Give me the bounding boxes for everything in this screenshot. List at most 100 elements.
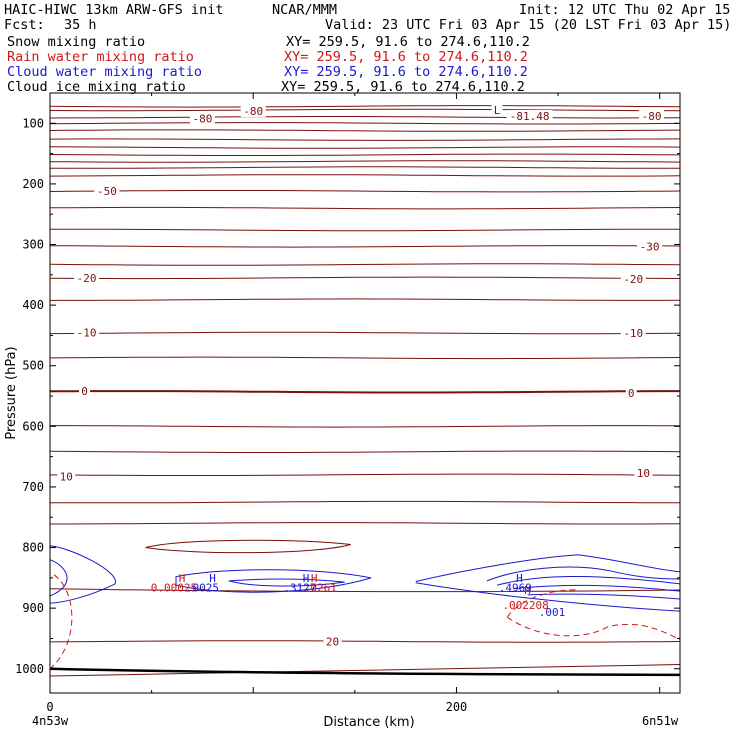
y-tick-label: 300: [22, 238, 44, 252]
isotherm: [49, 206, 681, 210]
x-axis-title: Distance (km): [323, 715, 414, 730]
y-tick-label: 100: [22, 116, 44, 130]
temperature-label: -20: [623, 273, 643, 286]
isotherm: [50, 522, 681, 525]
temperature-label: -50: [97, 185, 117, 198]
temperature-label: -30: [640, 240, 660, 253]
isotherm: [49, 122, 681, 125]
forecast-label: Fcst:: [4, 17, 45, 33]
x-tick-label: 0: [46, 700, 53, 714]
isotherm: [49, 138, 681, 141]
rain-water-contour: [506, 616, 681, 641]
isotherm: [49, 588, 681, 593]
rain-water-contours: [49, 574, 681, 670]
cloud-water-contour: [175, 569, 372, 593]
isotherm: [50, 298, 681, 301]
label-bg: [620, 273, 646, 286]
isotherm: [49, 108, 681, 112]
isotherm: [49, 276, 681, 280]
y-tick-label: 200: [22, 177, 44, 191]
label-bg: [637, 240, 663, 253]
y-tick-label: 500: [22, 359, 44, 373]
y-tick-label: 400: [22, 298, 44, 312]
model-title: HAIC-HIWC 13km ARW-GFS init: [4, 2, 224, 18]
isotherm: [49, 356, 681, 360]
isotherm: [49, 190, 681, 193]
isotherm: [49, 166, 680, 169]
isotherm: [49, 664, 681, 677]
maximum-label: H: [516, 572, 523, 585]
cloud-water-contour: [49, 545, 116, 604]
temperature-label: 10: [60, 471, 73, 484]
maximum-label: .0025: [186, 582, 219, 595]
cloud-water-contours: [49, 545, 681, 612]
temperature-contours: [49, 105, 681, 677]
maximum-label: 0.00025: [151, 582, 197, 595]
right-endpoint-label: 6n51w: [642, 714, 679, 728]
surface-line: [49, 667, 681, 677]
rain-water-contour: [49, 574, 73, 670]
field-snow-name: Snow mixing ratio: [7, 34, 146, 50]
label-bg: [189, 112, 215, 125]
temperature-label: -80: [192, 112, 212, 125]
field-cloudwater-name: Cloud water mixing ratio: [7, 64, 203, 80]
valid-time: Valid: 23 UTC Fri 03 Apr 15 (20 LST Fri …: [325, 17, 732, 33]
label-bg: [620, 327, 646, 339]
maximum-label: .001: [539, 606, 566, 619]
ground-surface: [49, 667, 681, 677]
isotherm: [49, 174, 681, 177]
field-rain-xy: XY= 259.5, 91.6 to 274.6,110.2: [284, 49, 528, 65]
label-bg: [74, 326, 100, 339]
cloud-water-contour: [49, 559, 68, 597]
temperature-label: -80: [243, 105, 263, 118]
forecast-hour: 35 h: [64, 17, 97, 33]
label-bg: [74, 271, 100, 284]
isotherm: [49, 640, 681, 643]
maximum-label: .4969: [499, 582, 532, 595]
field-snow-xy: XY= 259.5, 91.6 to 274.6,110.2: [286, 34, 530, 50]
maximum-label: H: [311, 572, 318, 585]
maximum-label: H: [179, 572, 186, 585]
isotherm: [49, 390, 680, 394]
rain-water-contour: [506, 589, 579, 618]
cloud-water-contour: [513, 584, 681, 592]
isotherm: [49, 245, 681, 248]
maximum-label: H: [524, 584, 531, 597]
contour-labels: -80 -80 -81.48 L -80 -50 -30 -20 -20 -10 -10 0 0 10 10…: [57, 103, 665, 648]
field-cloudwater-xy: XY= 259.5, 91.6 to 274.6,110.2: [284, 64, 528, 80]
temperature-label: -10: [77, 326, 97, 339]
isotherm: [49, 116, 681, 119]
label-bg: [634, 467, 653, 479]
cloud-water-contour: [486, 566, 681, 582]
isotherm: [49, 160, 681, 163]
label-bg: [491, 103, 503, 116]
init-time: Init: 12 UTC Thu 02 Apr 15: [519, 2, 731, 18]
maximum-label: H: [209, 572, 216, 585]
isotherm: [49, 129, 681, 132]
field-cloudice-xy: XY= 259.5, 91.6 to 274.6,110.2: [281, 79, 525, 95]
temperature-label: -20: [77, 272, 97, 285]
isotherm-closed: [145, 539, 351, 554]
cloud-water-contour: [496, 576, 681, 586]
y-tick-label: 800: [22, 541, 44, 555]
isotherm: [50, 425, 680, 428]
temperature-label: 0: [81, 385, 88, 398]
isotherm: [49, 105, 681, 108]
temperature-label: -81.48: [510, 110, 550, 123]
field-cloudice-name: Cloud ice mixing ratio: [7, 79, 186, 95]
isotherm: [49, 228, 681, 232]
y-axis-title: Pressure (hPa): [4, 346, 19, 439]
label-bg: [57, 470, 76, 483]
plot-frame: [49, 92, 681, 694]
y-tick-label: 900: [22, 601, 44, 615]
label-bg: [94, 185, 120, 198]
isotherm: [49, 450, 681, 453]
y-tick-label: 1000: [15, 662, 44, 676]
temperature-label: L: [494, 104, 501, 117]
maximum-label: .002208: [502, 599, 548, 612]
cloud-water-contour: [228, 578, 345, 587]
maximum-label: .0261: [304, 582, 337, 595]
field-rain-name: Rain water mixing ratio: [7, 49, 194, 65]
